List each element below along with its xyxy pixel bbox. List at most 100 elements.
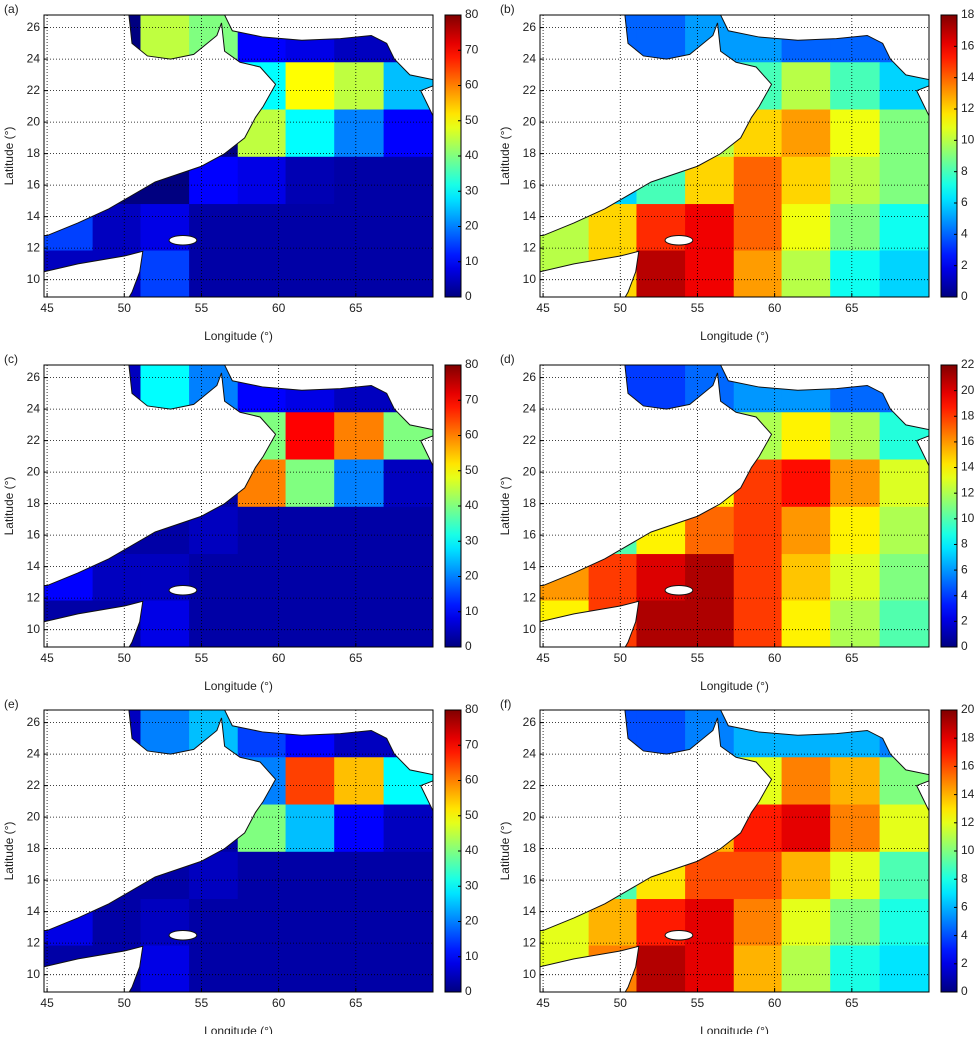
colorbar-tick-label: 40 [465, 148, 479, 162]
field-cell [334, 804, 385, 853]
field-cell [830, 204, 881, 252]
field-cell [636, 600, 686, 647]
field-cell [285, 109, 335, 158]
colorbar-tick-label: 50 [465, 113, 479, 127]
y-tick-label: 10 [27, 967, 41, 981]
colorbar-tick-label: 14 [961, 460, 975, 474]
y-tick-label: 12 [523, 935, 537, 949]
colorbar-tick-label: 12 [961, 815, 975, 829]
x-axis-label: Longitude (°) [204, 1024, 273, 1034]
field-cell [285, 851, 335, 900]
colorbar-tick-label: 30 [465, 183, 479, 197]
field-cell [237, 250, 287, 297]
land [540, 15, 773, 237]
field-cell [237, 600, 287, 647]
x-tick-label: 60 [272, 301, 286, 315]
field-cell [285, 459, 335, 508]
land [540, 710, 773, 932]
y-tick-label: 18 [27, 496, 41, 510]
field-cell [636, 250, 686, 297]
colorbar-tick-label: 10 [961, 133, 975, 147]
field-cell [334, 945, 385, 992]
field-cell [733, 851, 783, 900]
x-axis-label: Longitude (°) [700, 329, 769, 343]
field-cell [285, 945, 335, 992]
land [915, 435, 929, 467]
field-cell [781, 250, 831, 297]
colorbar [940, 14, 958, 298]
y-tick-label: 16 [523, 872, 537, 886]
land [44, 945, 144, 992]
colorbar [940, 364, 958, 648]
frame [539, 709, 930, 993]
field-cell [781, 945, 831, 992]
island [168, 930, 198, 941]
x-tick-label: 60 [272, 651, 286, 665]
land [540, 945, 640, 992]
x-axis-label: Longitude (°) [700, 1024, 769, 1034]
field-cell [830, 899, 881, 947]
colorbar-tick-label: 10 [465, 604, 479, 618]
field-cell [781, 804, 831, 853]
colorbar-tick-label: 70 [465, 392, 479, 406]
field-cell [383, 506, 433, 555]
field-cell [237, 851, 287, 900]
y-tick-label: 12 [27, 590, 41, 604]
field-cell [636, 15, 686, 63]
land [720, 15, 929, 81]
colorbar-tick-label: 0 [465, 639, 472, 653]
y-tick-label: 16 [27, 527, 41, 541]
colorbar-tick-label: 10 [961, 511, 975, 525]
x-tick-label: 55 [691, 651, 705, 665]
y-axis-label: Latitude (°) [2, 822, 16, 881]
colorbar-tick-label: 12 [961, 101, 975, 115]
colorbar-tick-label: 0 [961, 289, 968, 303]
island [168, 235, 198, 246]
y-tick-label: 18 [523, 841, 537, 855]
field-cell [334, 412, 385, 461]
field-cell [733, 600, 783, 647]
y-tick-label: 18 [27, 841, 41, 855]
field-cell [334, 250, 385, 297]
field-cell [334, 62, 385, 111]
field-cell [685, 945, 735, 992]
y-tick-label: 14 [523, 559, 537, 573]
y-tick-label: 18 [27, 146, 41, 160]
y-tick-label: 10 [523, 272, 537, 286]
y-axis-label: Latitude (°) [498, 822, 512, 881]
field-cell [781, 62, 831, 111]
field-cell [140, 600, 190, 647]
field-cell [733, 156, 783, 205]
field-cell [334, 899, 385, 947]
x-tick-label: 55 [195, 651, 209, 665]
field-cell [383, 204, 433, 252]
y-tick-label: 22 [27, 778, 41, 792]
colorbar-tick-label: 0 [465, 289, 472, 303]
y-tick-label: 14 [27, 559, 41, 573]
colorbar-tick-label: 20 [465, 569, 479, 583]
field-cell [334, 459, 385, 508]
field-cell [879, 945, 929, 992]
field-cell [237, 899, 287, 947]
y-axis-label: Latitude (°) [2, 127, 16, 186]
x-tick-label: 50 [614, 651, 628, 665]
y-tick-label: 26 [523, 370, 537, 384]
y-tick-label: 20 [523, 809, 537, 823]
island [168, 585, 198, 596]
plot-area [540, 15, 929, 297]
y-tick-label: 26 [523, 715, 537, 729]
field-cell [879, 204, 929, 252]
colorbar-tick-label: 30 [465, 533, 479, 547]
field-cell [285, 554, 335, 602]
field-cell [334, 757, 385, 806]
colorbar-tick-label: 4 [961, 227, 968, 241]
x-tick-label: 55 [195, 996, 209, 1010]
y-tick-label: 18 [523, 146, 537, 160]
land [44, 250, 144, 297]
colorbar-tick-label: 70 [465, 42, 479, 56]
colorbar-tick-label: 10 [465, 949, 479, 963]
land [224, 15, 433, 81]
field-cell [285, 412, 335, 461]
